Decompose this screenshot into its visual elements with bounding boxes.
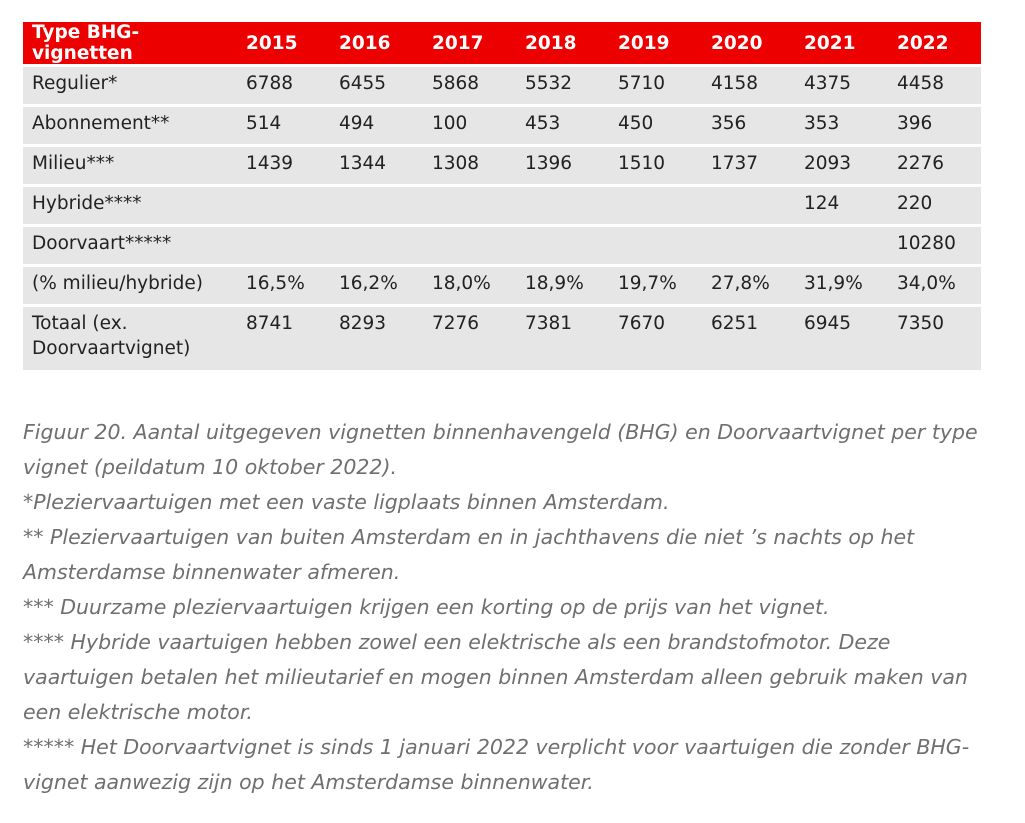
table-cell: 16,2% [330, 267, 423, 307]
header-cell-year: 2018 [516, 22, 609, 67]
table-cell [609, 227, 702, 267]
table-cell: 34,0% [888, 267, 981, 307]
table-cell [702, 187, 795, 227]
row-label: Regulier* [23, 67, 237, 107]
table-cell: 356 [702, 107, 795, 147]
header-cell-year: 2019 [609, 22, 702, 67]
footnote-hybride: **** Hybride vaartuigen hebben zowel een… [23, 630, 968, 724]
table-cell [330, 227, 423, 267]
header-cell-year: 2022 [888, 22, 981, 67]
table-cell: 5532 [516, 67, 609, 107]
table-cell: 7670 [609, 307, 702, 370]
table-row: Hybride**** 124 220 [23, 187, 981, 227]
table-cell: 6945 [795, 307, 888, 370]
table-cell: 7381 [516, 307, 609, 370]
table-row: Abonnement** 514 494 100 453 450 356 353… [23, 107, 981, 147]
table-cell: 7276 [423, 307, 516, 370]
table-cell: 18,0% [423, 267, 516, 307]
footnote-regulier: *Pleziervaartuigen met een vaste ligplaa… [23, 490, 670, 514]
row-label: Hybride**** [23, 187, 237, 227]
table-cell [516, 187, 609, 227]
footnote-milieu: *** Duurzame pleziervaartuigen krijgen e… [23, 595, 830, 619]
table-cell: 124 [795, 187, 888, 227]
table-cell: 1510 [609, 147, 702, 187]
vignetten-table-container: Type BHG-vignetten 2015 2016 2017 2018 2… [23, 22, 981, 370]
table-cell: 10280 [888, 227, 981, 267]
table-cell: 6788 [237, 67, 330, 107]
table-cell: 18,9% [516, 267, 609, 307]
table-cell [795, 227, 888, 267]
table-row: Regulier* 6788 6455 5868 5532 5710 4158 … [23, 67, 981, 107]
table-cell [702, 227, 795, 267]
table-cell: 31,9% [795, 267, 888, 307]
table-cell: 2093 [795, 147, 888, 187]
table-cell: 4158 [702, 67, 795, 107]
table-row: Doorvaart***** 10280 [23, 227, 981, 267]
table-header-row: Type BHG-vignetten 2015 2016 2017 2018 2… [23, 22, 981, 67]
table-cell: 8293 [330, 307, 423, 370]
table-cell: 5710 [609, 67, 702, 107]
table-cell [516, 227, 609, 267]
table-cell: 494 [330, 107, 423, 147]
table-row: Milieu*** 1439 1344 1308 1396 1510 1737 … [23, 147, 981, 187]
row-label: (% milieu/hybride) [23, 267, 237, 307]
row-label: Totaal (ex. Doorvaartvignet) [23, 307, 237, 370]
table-cell [609, 187, 702, 227]
header-cell-year: 2020 [702, 22, 795, 67]
table-cell [423, 187, 516, 227]
table-cell: 514 [237, 107, 330, 147]
table-cell: 27,8% [702, 267, 795, 307]
table-cell: 16,5% [237, 267, 330, 307]
header-cell-year: 2015 [237, 22, 330, 67]
row-label: Doorvaart***** [23, 227, 237, 267]
table-cell: 4458 [888, 67, 981, 107]
table-cell: 450 [609, 107, 702, 147]
table-row: Totaal (ex. Doorvaartvignet) 8741 8293 7… [23, 307, 981, 370]
table-cell: 8741 [237, 307, 330, 370]
table-cell: 1396 [516, 147, 609, 187]
table-cell: 453 [516, 107, 609, 147]
header-cell-year: 2017 [423, 22, 516, 67]
table-cell: 2276 [888, 147, 981, 187]
table-cell: 6455 [330, 67, 423, 107]
header-cell-year: 2016 [330, 22, 423, 67]
table-cell: 19,7% [609, 267, 702, 307]
header-cell-type: Type BHG-vignetten [23, 22, 237, 67]
caption-title: Figuur 20. Aantal uitgegeven vignetten b… [23, 420, 978, 479]
row-label: Abonnement** [23, 107, 237, 147]
table-cell: 1308 [423, 147, 516, 187]
table-cell: 5868 [423, 67, 516, 107]
table-cell: 396 [888, 107, 981, 147]
table-cell: 6251 [702, 307, 795, 370]
table-cell: 353 [795, 107, 888, 147]
table-cell: 1737 [702, 147, 795, 187]
table-cell: 1439 [237, 147, 330, 187]
table-cell: 100 [423, 107, 516, 147]
table-cell [237, 227, 330, 267]
footnote-abonnement: ** Pleziervaartuigen van buiten Amsterda… [23, 525, 915, 584]
table-cell [423, 227, 516, 267]
row-label: Milieu*** [23, 147, 237, 187]
figure-caption: Figuur 20. Aantal uitgegeven vignetten b… [23, 415, 998, 800]
footnote-doorvaart: ***** Het Doorvaartvignet is sinds 1 jan… [23, 735, 970, 794]
table-cell: 7350 [888, 307, 981, 370]
table-cell: 220 [888, 187, 981, 227]
table-cell: 1344 [330, 147, 423, 187]
table-row: (% milieu/hybride) 16,5% 16,2% 18,0% 18,… [23, 267, 981, 307]
header-cell-year: 2021 [795, 22, 888, 67]
vignetten-table: Type BHG-vignetten 2015 2016 2017 2018 2… [23, 22, 981, 370]
table-cell: 4375 [795, 67, 888, 107]
table-cell [330, 187, 423, 227]
table-cell [237, 187, 330, 227]
